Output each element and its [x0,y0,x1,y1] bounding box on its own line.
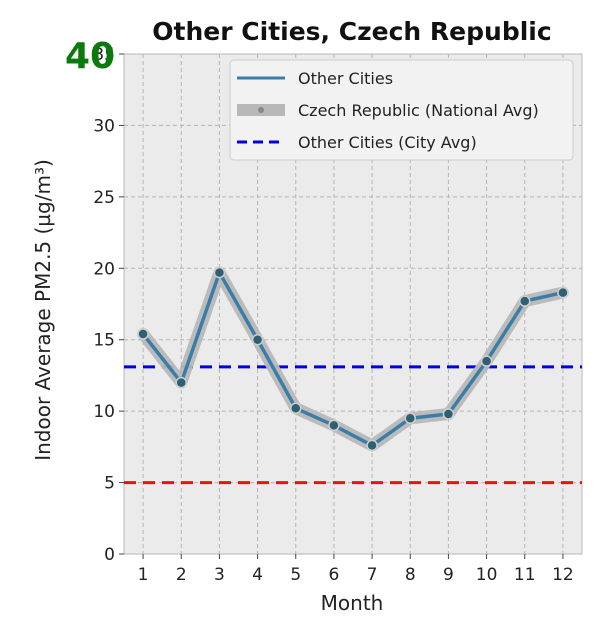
legend-label-other-cities: Other Cities [298,69,393,88]
series-point-other-cities [175,376,187,389]
series-point-other-cities [557,286,569,299]
series-point-other-cities [366,439,378,452]
x-tick-label: 6 [329,565,340,585]
x-tick-label: 1 [138,565,149,585]
series-point-other-cities [137,328,149,340]
y-tick-label: 5 [104,474,115,494]
series-point-other-cities [404,412,416,425]
x-tick-label: 3 [214,565,225,585]
series-point-other-cities [213,266,226,279]
series-point-other-cities [290,402,302,415]
x-tick-label: 9 [443,565,454,585]
x-tick-label: 4 [252,565,263,585]
y-tick-label: 10 [93,402,115,422]
series-line-other-cities [141,270,564,448]
legend-label-city-avg: Other Cities (City Avg) [298,133,477,152]
legend-swatch-national-marker [258,107,264,113]
y-tick-label: 0 [104,545,115,565]
series-point-other-cities [519,295,531,307]
x-tick-label: 11 [514,565,536,585]
y-tick-label: 20 [93,259,115,279]
y-tick-label: 25 [93,188,115,208]
x-tick-label: 12 [552,565,574,585]
big-number: 40 [65,36,115,77]
y-tick-label: 15 [93,331,115,351]
series-point-other-cities [328,419,340,432]
y-tick-label: 30 [93,116,115,136]
chart-title: Other Cities, Czech Republic [152,17,551,46]
x-axis-label: Month [321,591,384,615]
y-axis-label: Indoor Average PM2.5 (µg/m³) [31,159,55,461]
y-tick-label: 35 [93,45,115,65]
x-tick-label: 10 [476,565,498,585]
x-tick-label: 2 [176,565,187,585]
series-lines [137,266,569,452]
x-tick-label: 5 [290,565,301,585]
y-axis-ticks: 0 5 10 15 20 25 30 35 [93,45,124,565]
legend-label-national-avg: Czech Republic (National Avg) [298,101,539,120]
x-tick-label: 7 [367,565,378,585]
series-point-other-cities [480,355,493,367]
series-point-other-cities [442,408,455,420]
x-axis-ticks: 1 2 3 4 5 6 7 8 9 10 11 12 [138,554,574,585]
x-tick-label: 8 [405,565,416,585]
series-point-other-cities [251,333,264,346]
reference-lines [124,365,582,485]
legend-box [229,59,574,161]
legend: Other Cities Czech Republic (National Av… [229,59,574,161]
